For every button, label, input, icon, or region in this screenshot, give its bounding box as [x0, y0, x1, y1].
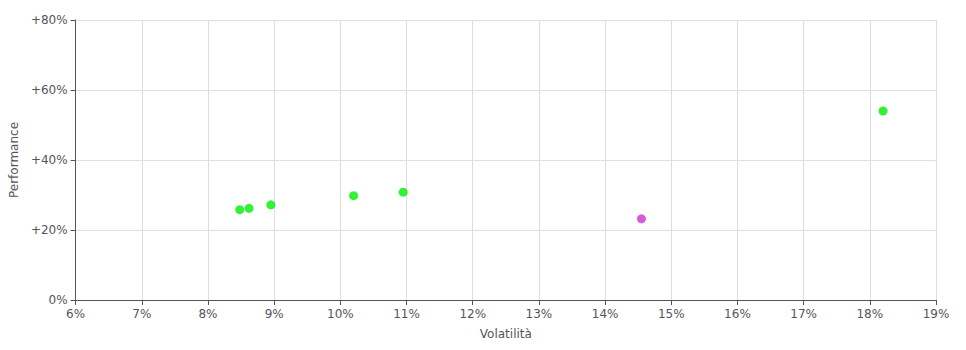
svg-text:+80%: +80% — [31, 13, 68, 27]
svg-text:16%: 16% — [724, 307, 751, 321]
svg-text:7%: 7% — [132, 307, 151, 321]
svg-text:13%: 13% — [526, 307, 553, 321]
svg-text:+60%: +60% — [31, 83, 68, 97]
svg-text:9%: 9% — [265, 307, 284, 321]
svg-text:+20%: +20% — [31, 223, 68, 237]
svg-text:17%: 17% — [790, 307, 817, 321]
svg-text:10%: 10% — [327, 307, 354, 321]
svg-text:14%: 14% — [592, 307, 619, 321]
svg-text:15%: 15% — [658, 307, 685, 321]
svg-text:Performance: Performance — [7, 122, 21, 198]
svg-text:11%: 11% — [393, 307, 420, 321]
svg-text:12%: 12% — [459, 307, 486, 321]
svg-text:0%: 0% — [49, 293, 68, 307]
svg-text:+40%: +40% — [31, 153, 68, 167]
svg-text:19%: 19% — [923, 307, 950, 321]
svg-text:8%: 8% — [198, 307, 217, 321]
svg-text:Volatilità: Volatilità — [480, 327, 532, 341]
svg-text:6%: 6% — [66, 307, 85, 321]
svg-text:18%: 18% — [856, 307, 883, 321]
